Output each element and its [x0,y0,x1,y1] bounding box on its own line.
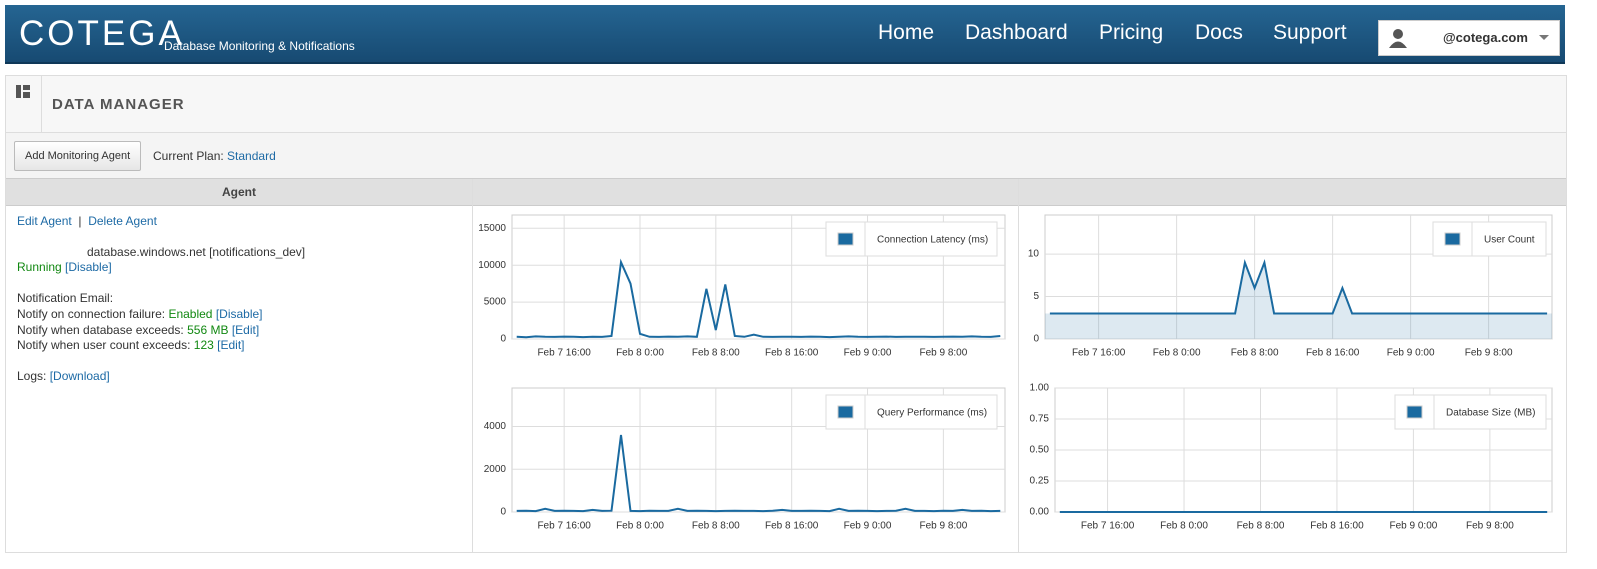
status: Running [17,260,62,275]
delete-link[interactable]: Delete Agent [88,214,157,228]
value: 123 [193,338,214,353]
panel-title: DATA MANAGER [52,96,185,113]
action[interactable]: [Edit] [231,322,260,337]
action[interactable]: [Download] [49,368,110,383]
user-email: @cotega.com [1443,30,1528,45]
divider [1018,179,1019,552]
plan-link[interactable]: Standard [227,149,276,163]
label: Notify when database exceeds: [17,322,184,337]
tagline: Database Monitoring & Notifications [164,39,355,53]
caret [1539,35,1549,40]
label: Notify on connection failure: [17,306,166,321]
add-agent-button[interactable]: Add Monitoring Agent [14,141,142,171]
status-link[interactable]: [Disable] [65,260,112,275]
panel: DATA MANAGER Add Monitoring Agent Curren… [5,75,1567,553]
nav-link[interactable]: Dashboard [965,21,1068,44]
toolbar: Add Monitoring Agent Current Plan: Stand… [6,133,1566,179]
divider [472,179,473,552]
host: database.windows.net [notifications_dev] [87,244,306,259]
icon-box [6,76,42,132]
nav-link[interactable]: Home [878,21,935,44]
agent-info: Edit Agent | Delete Agent database.windo… [17,214,305,385]
column-header: Agent [222,185,256,199]
value: Enabled [168,306,213,321]
nav-link[interactable]: Pricing [1099,21,1164,44]
action[interactable]: [Disable] [215,306,263,321]
user-menu[interactable]: @cotega.com [1378,20,1560,56]
table-header: Agent [6,179,1566,206]
action[interactable]: [Edit] [217,338,245,353]
edit-link[interactable]: Edit Agent [17,214,72,228]
nav-link[interactable]: Docs [1195,21,1243,44]
label: Notify when user count exceeds: [17,338,191,353]
nav-link[interactable]: Support [1273,21,1347,44]
header: COTEGA Database Monitoring & Notificatio… [5,5,1565,64]
panel-icon [16,85,30,98]
title-bar: DATA MANAGER [6,76,1566,133]
logo[interactable]: COTEGA [19,14,185,53]
label: Logs: [17,368,47,383]
avatar [1389,29,1407,48]
email-label: Notification Email: [17,291,114,306]
value: 556 MB [187,322,229,337]
plan-label: Current Plan: [153,149,224,163]
plan: Current Plan: Standard [153,149,276,163]
separator: | [78,214,82,228]
